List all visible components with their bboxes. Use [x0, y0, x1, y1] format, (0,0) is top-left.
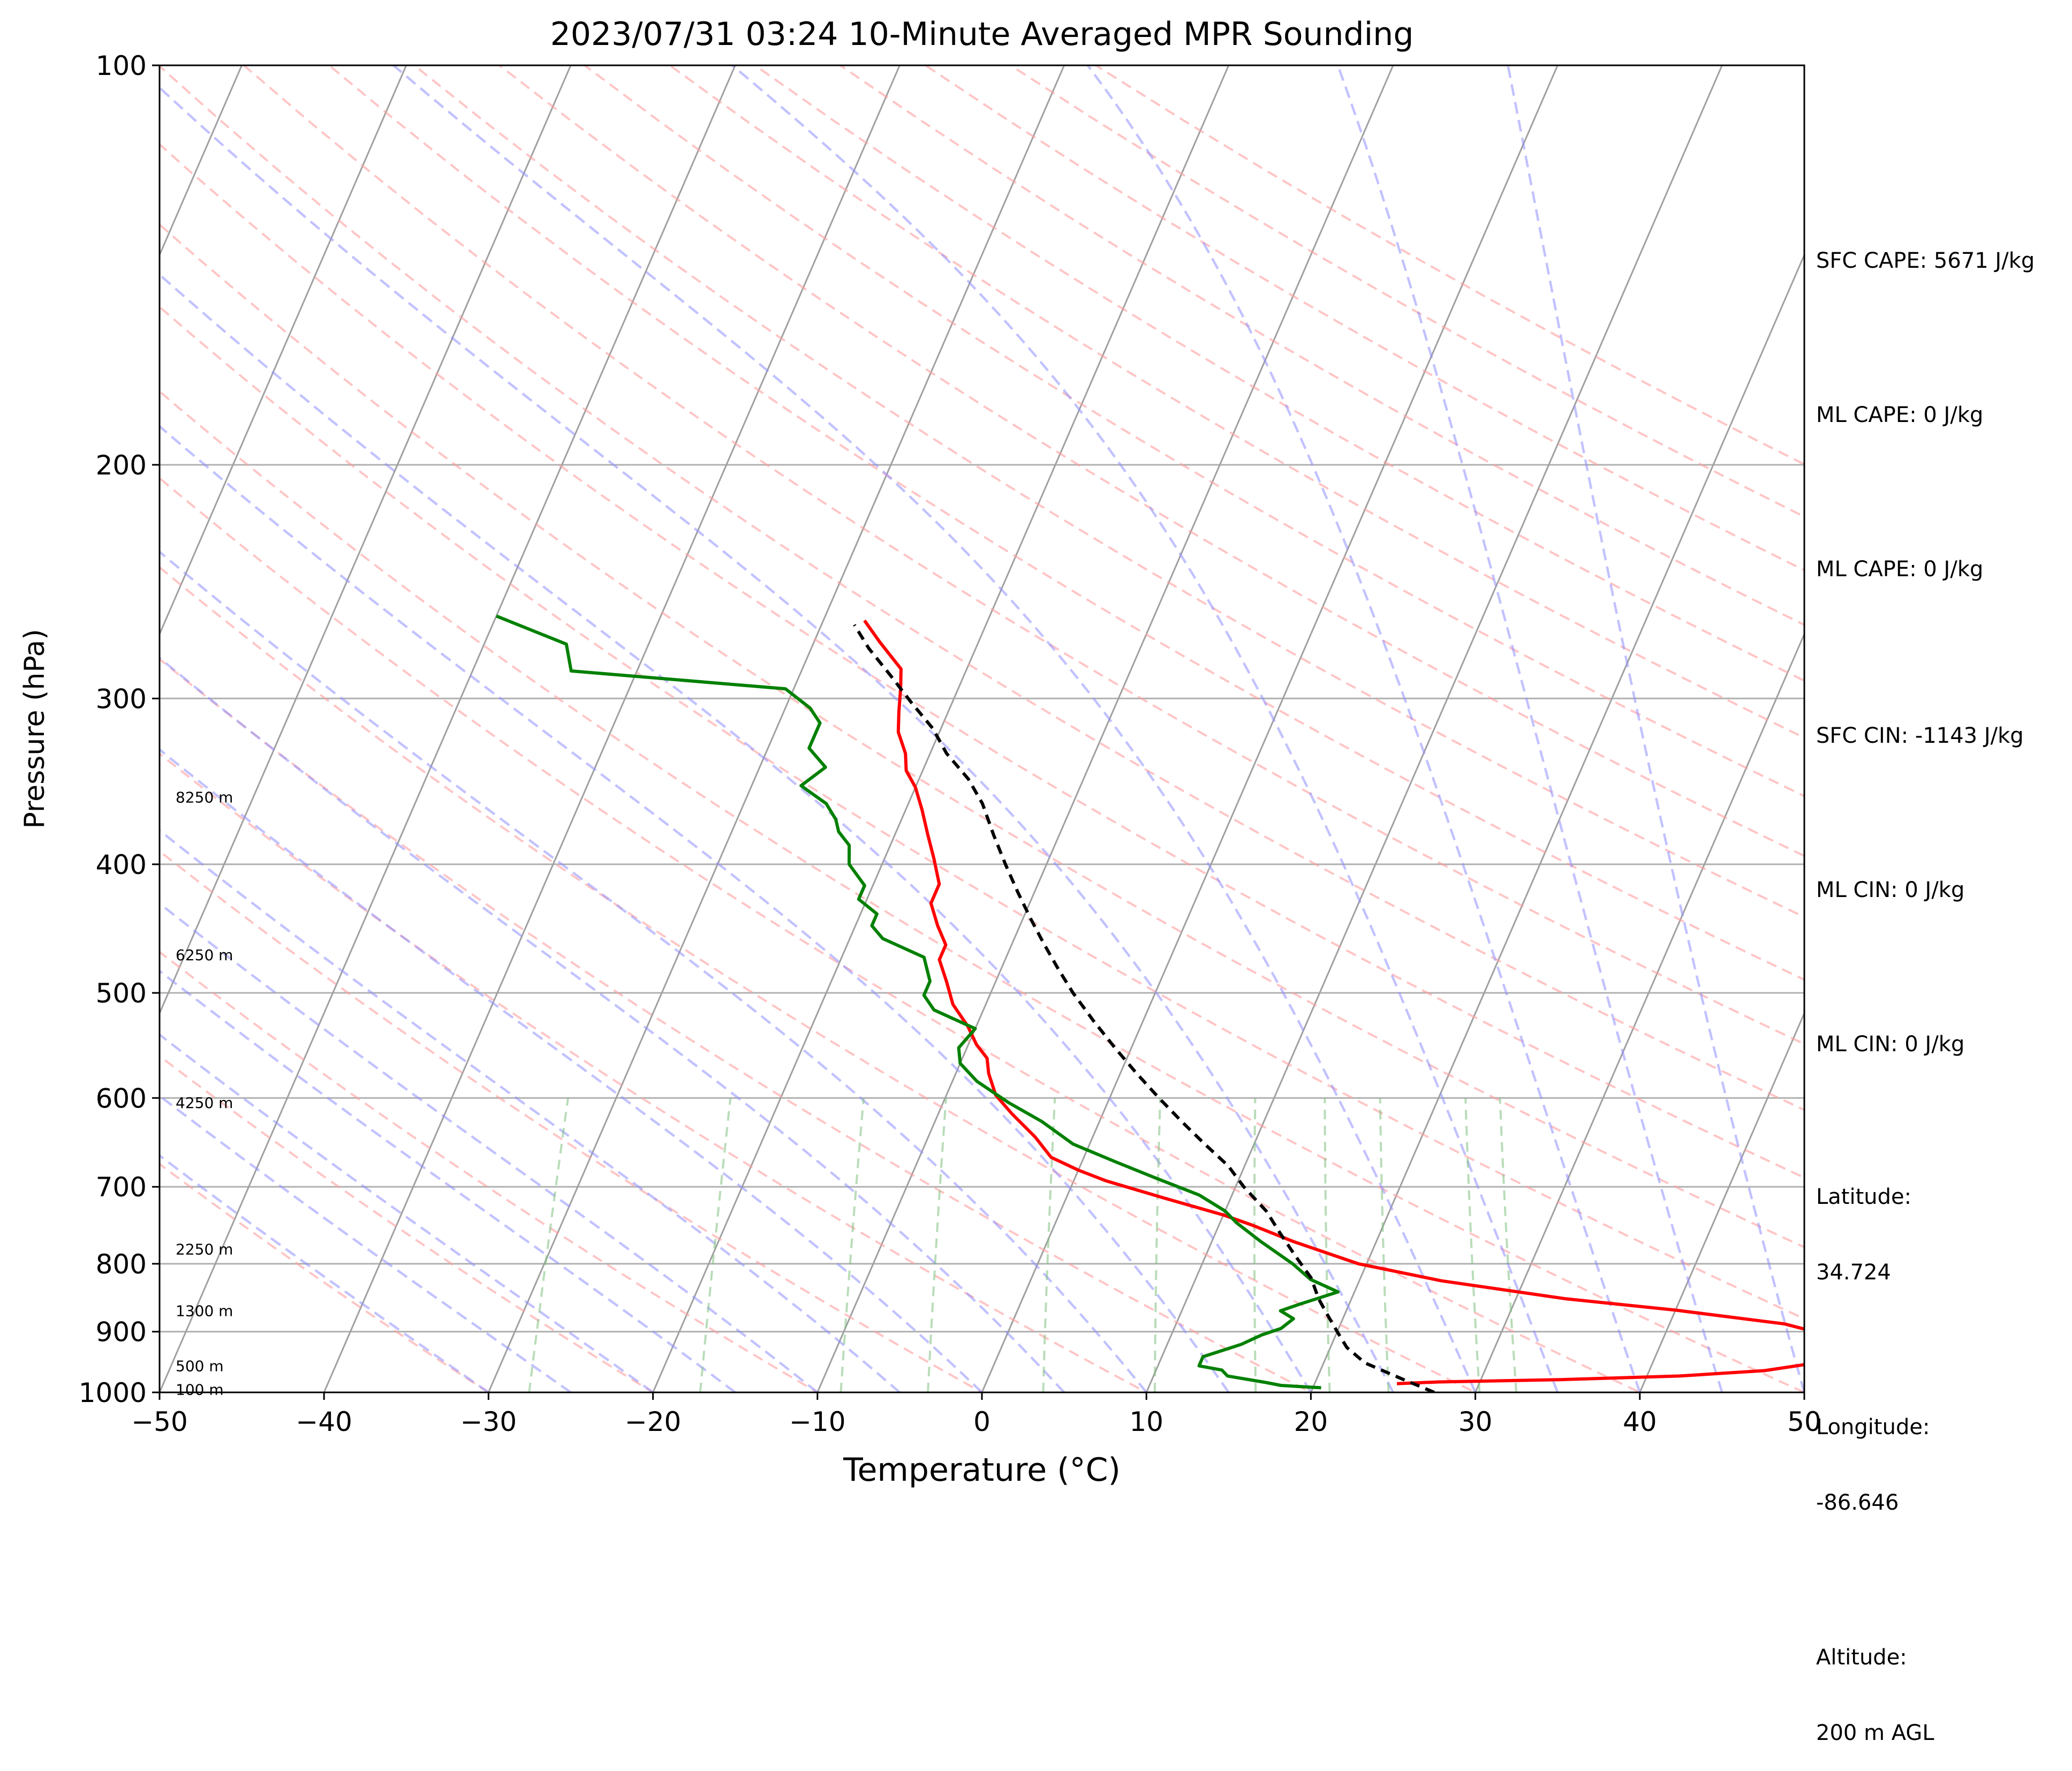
height-label: 8250 m [176, 788, 233, 806]
dry-adiabat-line [0, 65, 1533, 1421]
height-label: 2250 m [176, 1241, 233, 1258]
moist-adiabat-line [0, 65, 1229, 1392]
isotherm-line [970, 36, 1570, 1421]
ml-cin-text: ML CIN: 0 J/kg [1816, 878, 2035, 903]
dry-adiabat-line [329, 65, 2072, 1421]
longitude-label: Longitude: [1816, 1415, 2035, 1440]
height-labels: 100 m 500 m 1300 m 2250 m 4250 m 6250 m 8250 m [176, 788, 233, 1398]
dry-adiabat-line [0, 65, 1033, 1421]
x-tick-label: 20 [1294, 1406, 1328, 1437]
x-tick-label: −40 [296, 1406, 352, 1437]
height-label: 1300 m [176, 1302, 233, 1320]
y-tick-label: 900 [96, 1317, 147, 1348]
y-tick-label: 800 [96, 1249, 147, 1280]
y-axis-label: Pressure (hPa) [19, 629, 51, 829]
x-tick-label: −30 [460, 1406, 517, 1437]
mixing-ratio-line [1325, 1098, 1329, 1392]
isotherm-line [1134, 36, 1735, 1421]
isotherm-line [147, 36, 748, 1421]
isotherm-line [805, 36, 1406, 1421]
y-tick-label: 300 [96, 683, 147, 714]
x-tick-label: 30 [1458, 1406, 1493, 1437]
longitude-value: -86.646 [1816, 1490, 2035, 1516]
dry-adiabat-line [0, 65, 866, 1421]
isotherm-line [641, 36, 1242, 1421]
mixing-ratio-line [529, 1098, 568, 1392]
dry-adiabat-line [0, 65, 1200, 1421]
height-label: 100 m [176, 1381, 224, 1399]
dry-adiabat-line [0, 65, 699, 1421]
sfc-cin-text: SFC CIN: -1143 J/kg [1816, 724, 2035, 749]
height-label: 4250 m [176, 1094, 233, 1112]
moist-adiabat-line [0, 65, 1311, 1392]
mixing-ratio-line [841, 1098, 864, 1392]
y-axis: 1000 900 800 700 600 500 400 300 200 100 [79, 50, 160, 1408]
dry-adiabat-line [73, 65, 2072, 1421]
mixing-ratio-line [1043, 1098, 1055, 1392]
altitude-value: 200 m AGL [1816, 1721, 2035, 1746]
moist-adiabat-line [1338, 65, 1722, 1392]
y-tick-label: 200 [96, 450, 147, 481]
ml-cin-text-2: ML CIN: 0 J/kg [1816, 1032, 2035, 1057]
height-label: 6250 m [176, 946, 233, 964]
y-tick-label: 400 [96, 849, 147, 880]
moist-adiabat-line [1088, 65, 1640, 1392]
series-line-2 [854, 625, 1434, 1392]
x-tick-label: −20 [625, 1406, 682, 1437]
latitude-value: 34.724 [1816, 1260, 2035, 1285]
isotherm-line [477, 36, 1077, 1421]
x-tick-label: 40 [1623, 1406, 1657, 1437]
mixing-ratio-line [1254, 1098, 1256, 1392]
dry-adiabat-line [158, 65, 2072, 1421]
ml-cape-text-2: ML CAPE: 0 J/kg [1816, 557, 2035, 582]
grid-layer [0, 36, 2072, 1421]
dry-adiabat-line [0, 65, 1700, 1421]
height-label: 500 m [176, 1357, 224, 1375]
plot-frame [160, 65, 1804, 1392]
chart-title: 2023/07/31 03:24 10-Minute Averaged MPR … [550, 16, 1414, 53]
sounding-info-panel: SFC CAPE: 5671 J/kg ML CAPE: 0 J/kg ML C… [1816, 198, 2035, 1771]
ml-cape-text: ML CAPE: 0 J/kg [1816, 403, 2035, 428]
x-tick-label: −10 [789, 1406, 846, 1437]
series-layer [496, 616, 1833, 1392]
y-tick-label: 1000 [79, 1377, 147, 1408]
y-tick-label: 500 [96, 978, 147, 1009]
moist-adiabat-line [1508, 65, 1804, 1392]
x-tick-label: 0 [973, 1406, 990, 1437]
isotherm-line [0, 36, 584, 1421]
altitude-label: Altitude: [1816, 1645, 2035, 1670]
mixing-ratio-line [700, 1098, 731, 1392]
y-tick-label: 700 [96, 1172, 147, 1203]
dry-adiabat-line [0, 65, 2072, 1421]
mixing-ratio-line [928, 1098, 946, 1392]
x-axis-label: Temperature (°C) [843, 1451, 1121, 1489]
sfc-cape-text: SFC CAPE: 5671 J/kg [1816, 248, 2035, 274]
moist-adiabat-line [0, 65, 488, 1392]
dry-adiabat-line [0, 65, 1867, 1421]
isotherm-line [0, 36, 419, 1421]
mixing-ratio-line [1465, 1098, 1479, 1392]
x-tick-label: −50 [131, 1406, 188, 1437]
mixing-ratio-line [1500, 1098, 1517, 1392]
series-line-1 [496, 616, 1338, 1388]
y-tick-label: 600 [96, 1083, 147, 1114]
moist-adiabat-line [0, 65, 1146, 1392]
series-line-0 [865, 621, 1834, 1384]
skewt-chart: 2023/07/31 03:24 10-Minute Averaged MPR … [0, 0, 2072, 1503]
latitude-label: Latitude: [1816, 1185, 2035, 1210]
x-tick-label: 10 [1129, 1406, 1163, 1437]
mixing-ratio-line [1155, 1098, 1160, 1392]
moist-adiabat-line [0, 65, 982, 1392]
y-tick-label: 100 [96, 50, 147, 81]
moist-adiabat-line [135, 65, 1393, 1392]
